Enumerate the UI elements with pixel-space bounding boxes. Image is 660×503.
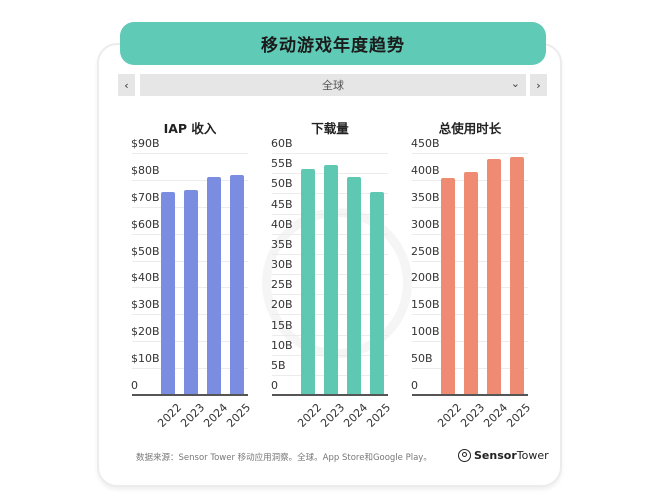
next-region-button[interactable]: ›	[530, 74, 547, 96]
y-axis-tick-label: $80B	[131, 163, 160, 177]
y-axis-tick-label: 150B	[411, 298, 440, 312]
chart-title: 总使用时长	[438, 121, 502, 136]
y-axis-tick-label: 50B	[271, 177, 293, 191]
chevron-down-icon: ⌄	[510, 77, 520, 90]
y-axis-tick-label: 250B	[411, 244, 440, 258]
bar-2025[interactable]	[370, 192, 384, 395]
x-axis-line	[132, 394, 248, 396]
x-axis-line	[412, 394, 528, 396]
sensor-tower-logo-icon	[458, 449, 471, 462]
y-axis-tick-label: 50B	[411, 352, 433, 366]
bar-2025[interactable]	[230, 174, 244, 395]
y-axis-tick-label: 35B	[271, 237, 293, 251]
iap-revenue-chart: IAP 收入 0 $10B $20B $30B $40B $50B $60B $70B $80B…	[125, 112, 255, 432]
y-axis-tick-label: $70B	[131, 190, 160, 204]
y-axis-tick-label: 25B	[271, 278, 293, 292]
chevron-right-icon: ›	[536, 78, 541, 92]
y-axis-tick-label: 45B	[271, 197, 293, 211]
x-axis-line	[272, 394, 388, 396]
y-axis-tick-label: 0	[411, 379, 418, 392]
y-axis-tick-label: 10B	[271, 338, 293, 352]
plot-area: 0 $10B $20B $30B $40B $50B $60B $70B $80B $90B 202…	[125, 112, 255, 432]
bar-2023[interactable]	[324, 165, 338, 395]
y-axis-tick-label: 450B	[411, 137, 440, 150]
bar-2022[interactable]	[301, 169, 315, 395]
gridline	[132, 179, 248, 181]
bar-2025[interactable]	[510, 157, 524, 395]
brand-name-regular: Tower	[516, 449, 549, 462]
y-axis-tick-label: 0	[131, 379, 138, 392]
sensor-tower-logo: SensorTower	[458, 449, 549, 462]
page-title: 移动游戏年度趋势	[120, 22, 546, 65]
y-axis-tick-label: $40B	[131, 271, 160, 285]
bar-2023[interactable]	[464, 172, 478, 395]
y-axis-tick-label: $30B	[131, 298, 160, 312]
chart-title: IAP 收入	[163, 121, 217, 136]
bar-2023[interactable]	[184, 189, 198, 395]
y-axis-tick-label: 40B	[271, 217, 293, 231]
bar-2024[interactable]	[487, 159, 501, 395]
chevron-left-icon: ‹	[124, 78, 129, 92]
y-axis-tick-label: $20B	[131, 325, 160, 339]
y-axis-tick-label: 60B	[271, 137, 293, 150]
y-axis-tick-label: 400B	[411, 163, 440, 177]
region-select-value: 全球	[322, 79, 344, 92]
y-axis-tick-label: $10B	[131, 352, 160, 366]
y-axis-tick-label: 30B	[271, 258, 293, 271]
region-select[interactable]: 全球 ⌄	[140, 74, 526, 96]
downloads-chart: 下载量 0 5B 10B 15B 20B 25B 30B 35B 40B 45B 50B 55B 60B…	[265, 112, 395, 432]
y-axis-tick-label: 20B	[271, 298, 293, 312]
bar-2024[interactable]	[207, 177, 221, 395]
time-spent-chart: 总使用时长 0 50B 100B 150B 200B 250B 300B 350B 400B 45…	[405, 112, 535, 432]
y-axis-tick-label: 300B	[411, 217, 440, 231]
previous-region-button[interactable]: ‹	[118, 74, 135, 96]
plot-area: 0 50B 100B 150B 200B 250B 300B 350B 400B 450B 2022…	[405, 112, 535, 432]
y-axis-tick-label: $50B	[131, 244, 160, 258]
bar-2024[interactable]	[347, 176, 361, 395]
y-axis-tick-label: 100B	[411, 325, 440, 339]
data-source-note: 数据来源：Sensor Tower 移动应用洞察。全球。App Store和Go…	[136, 453, 432, 463]
y-axis-tick-label: $90B	[131, 137, 160, 150]
brand-name-bold: Sensor	[474, 449, 517, 462]
gridline	[272, 153, 388, 154]
gridline	[412, 153, 528, 154]
y-axis-tick-label: $60B	[131, 217, 160, 231]
bar-2022[interactable]	[161, 191, 175, 395]
y-axis-tick-label: 0	[271, 379, 278, 392]
y-axis-tick-label: 15B	[271, 318, 293, 332]
y-axis-tick-label: 200B	[411, 271, 440, 285]
y-axis-tick-label: 350B	[411, 190, 440, 204]
y-axis-tick-label: 5B	[271, 358, 286, 372]
y-axis-tick-label: 55B	[271, 157, 293, 171]
gridline	[132, 153, 248, 154]
plot-area: 0 5B 10B 15B 20B 25B 30B 35B 40B 45B 50B 55B 60B 2022…	[265, 112, 395, 432]
bar-2022[interactable]	[441, 178, 455, 395]
chart-title: 下载量	[311, 121, 349, 136]
